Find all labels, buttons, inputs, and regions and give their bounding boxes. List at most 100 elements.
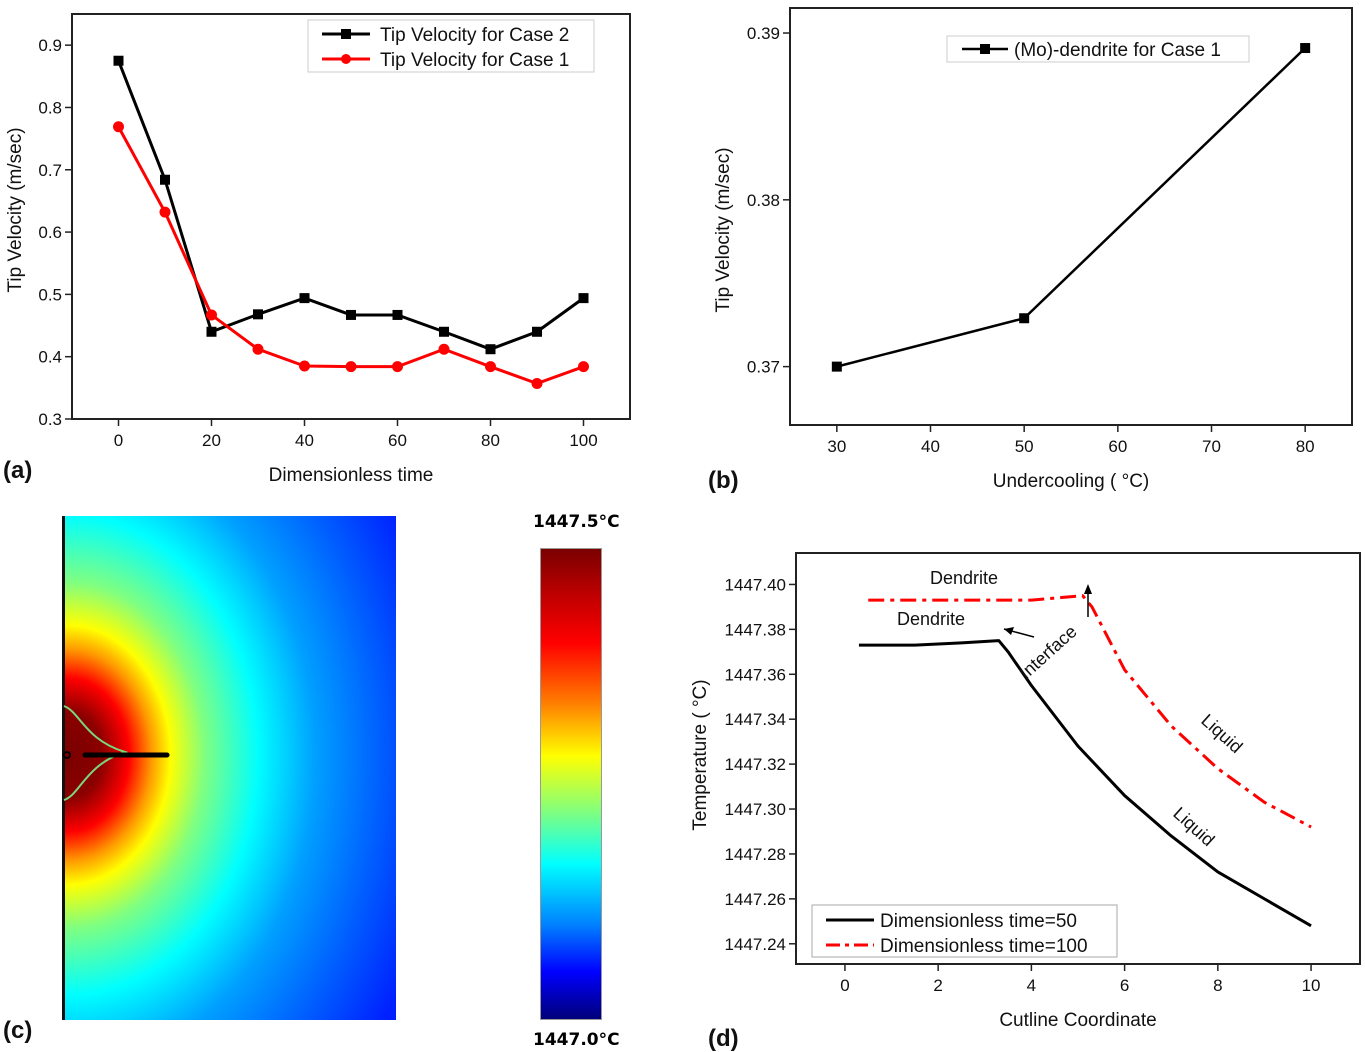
y-tick-label: 0.39 <box>747 24 780 43</box>
data-point <box>485 344 496 355</box>
y-tick-label: 1447.38 <box>725 620 786 639</box>
data-point <box>206 326 217 337</box>
y-tick-label: 0.38 <box>747 191 780 210</box>
plot-frame <box>789 7 1353 426</box>
series-line <box>836 47 1307 368</box>
data-point <box>392 309 403 320</box>
annotation-interface: Interface <box>1015 621 1080 683</box>
data-point <box>578 293 589 304</box>
x-tick-label: 10 <box>1302 976 1321 995</box>
data-point <box>299 360 310 372</box>
x-axis-label: Dimensionless time <box>269 465 434 486</box>
y-axis-label: Tip Velocity (m/sec) <box>5 127 26 292</box>
data-point <box>831 361 842 372</box>
data-point <box>159 206 171 218</box>
y-axis-label: Temperature ( °C) <box>690 679 711 830</box>
colorbar-min-label: 1447.0°C <box>533 1030 620 1050</box>
y-tick-label: 0.5 <box>38 285 62 304</box>
data-point <box>252 343 264 355</box>
data-point <box>531 377 543 389</box>
legend-label: Dimensionless time=50 <box>880 911 1077 932</box>
panel-label-d: (d) <box>708 1025 739 1052</box>
data-point <box>1019 313 1030 324</box>
data-point <box>160 174 170 185</box>
data-point <box>532 326 542 337</box>
x-tick-label: 80 <box>481 431 500 450</box>
legend-box <box>811 904 1118 958</box>
x-tick-label: 80 <box>1296 437 1315 456</box>
y-tick-label: 0.4 <box>38 348 62 367</box>
x-tick-label: 0 <box>840 976 849 995</box>
y-tick-label: 1447.28 <box>725 845 786 864</box>
data-point <box>345 361 357 373</box>
y-tick-label: 1447.40 <box>725 575 786 594</box>
data-point <box>206 309 217 321</box>
annotation-dendrite-100: Dendrite <box>930 568 998 588</box>
legend-label: (Mo)-dendrite for Case 1 <box>1014 40 1221 61</box>
panel-label-c: (c) <box>3 1017 32 1044</box>
panel-label-a: (a) <box>3 457 32 484</box>
y-tick-label: 0.37 <box>747 358 780 377</box>
annotation-dendrite-50: Dendrite <box>897 609 965 629</box>
legend-box <box>307 19 595 73</box>
x-tick-label: 40 <box>295 431 314 450</box>
x-tick-label: 6 <box>1120 976 1129 995</box>
data-point <box>485 361 496 373</box>
legend-label: Tip Velocity for Case 1 <box>380 50 569 71</box>
colorbar-max-label: 1447.5°C <box>533 512 620 532</box>
y-tick-label: 1447.24 <box>725 935 786 954</box>
x-tick-label: 60 <box>388 431 407 450</box>
legend-label: Tip Velocity for Case 2 <box>380 25 569 46</box>
data-point <box>1300 43 1311 54</box>
temperature-field-heatmap <box>62 516 396 1020</box>
data-point <box>113 55 124 66</box>
x-tick-label: 30 <box>827 437 846 456</box>
data-point <box>346 309 356 320</box>
series-line-2 <box>868 594 1312 829</box>
data-point <box>113 121 124 133</box>
x-axis-label: Cutline Coordinate <box>999 1010 1156 1031</box>
y-tick-label: 1447.30 <box>725 800 786 819</box>
dendrite-outline <box>63 705 129 801</box>
colorbar <box>540 548 602 1020</box>
x-tick-label: 8 <box>1213 976 1222 995</box>
interface-arrow-head-1 <box>1004 627 1014 635</box>
y-tick-label: 0.8 <box>38 98 62 117</box>
x-tick-label: 0 <box>114 431 123 450</box>
data-point <box>439 326 449 337</box>
data-point <box>578 361 589 373</box>
legend-marker <box>980 44 990 54</box>
legend-label: Dimensionless time=100 <box>880 936 1088 957</box>
y-tick-label: 1447.32 <box>725 755 786 774</box>
y-tick-label: 1447.26 <box>725 890 786 909</box>
x-tick-label: 4 <box>1027 976 1036 995</box>
x-tick-label: 20 <box>202 431 221 450</box>
x-tick-label: 2 <box>933 976 942 995</box>
y-tick-label: 1447.36 <box>725 665 786 684</box>
x-tick-label: 70 <box>1202 437 1221 456</box>
series-line-1 <box>858 639 1312 928</box>
cutline-start <box>63 751 71 759</box>
y-tick-label: 1447.34 <box>725 710 786 729</box>
y-tick-label: 0.6 <box>38 223 62 242</box>
x-tick-label: 40 <box>921 437 940 456</box>
data-point <box>299 293 310 304</box>
plot-frame <box>71 13 631 420</box>
x-tick-label: 60 <box>1108 437 1127 456</box>
x-tick-label: 100 <box>569 431 597 450</box>
interface-arrow-head-2 <box>1084 584 1092 594</box>
annotation-liquid-50: Liquid <box>1169 803 1218 850</box>
y-axis-label: Tip Velocity (m/sec) <box>713 147 734 312</box>
x-axis-label: Undercooling ( °C) <box>993 471 1150 492</box>
y-tick-label: 0.7 <box>38 161 62 180</box>
y-tick-label: 0.3 <box>38 410 62 429</box>
legend-marker <box>341 29 351 39</box>
series-line-1 <box>117 60 585 351</box>
data-point <box>438 343 450 355</box>
legend-marker <box>341 54 351 64</box>
panel-label-b: (b) <box>708 467 739 494</box>
plot-frame <box>795 552 1361 965</box>
x-tick-label: 50 <box>1015 437 1034 456</box>
